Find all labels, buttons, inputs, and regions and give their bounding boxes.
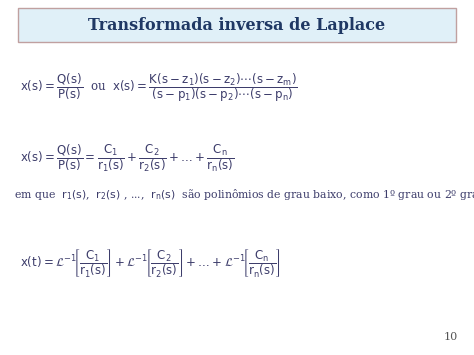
Text: $\mathrm{x(t)=\mathcal{L}^{-1}\!\left[\dfrac{C_1}{r_1(s)}\right]+\mathcal{L}^{-1: $\mathrm{x(t)=\mathcal{L}^{-1}\!\left[\d…: [20, 247, 281, 279]
Text: em que  $\mathrm{r_1(s)}$,  $\mathrm{r_2(s)}$ , ...,  $\mathrm{r_n(s)}$  são pol: em que $\mathrm{r_1(s)}$, $\mathrm{r_2(s…: [14, 187, 474, 202]
Text: 10: 10: [444, 332, 458, 342]
Bar: [18, 8, 456, 42]
Text: $\mathrm{x(s)=\dfrac{Q(s)}{P(s)}=\dfrac{C_1}{r_1(s)}+\dfrac{C_2}{r_2(s)}+\ldots+: $\mathrm{x(s)=\dfrac{Q(s)}{P(s)}=\dfrac{…: [20, 142, 235, 174]
Text: Transformada inversa de Laplace: Transformada inversa de Laplace: [89, 16, 385, 33]
Text: $\mathrm{x(s)=\dfrac{Q(s)}{P(s)}}$  ou  $\mathrm{x(s)=\dfrac{K(s-z_1)(s-z_2)\cdo: $\mathrm{x(s)=\dfrac{Q(s)}{P(s)}}$ ou $\…: [20, 72, 298, 104]
